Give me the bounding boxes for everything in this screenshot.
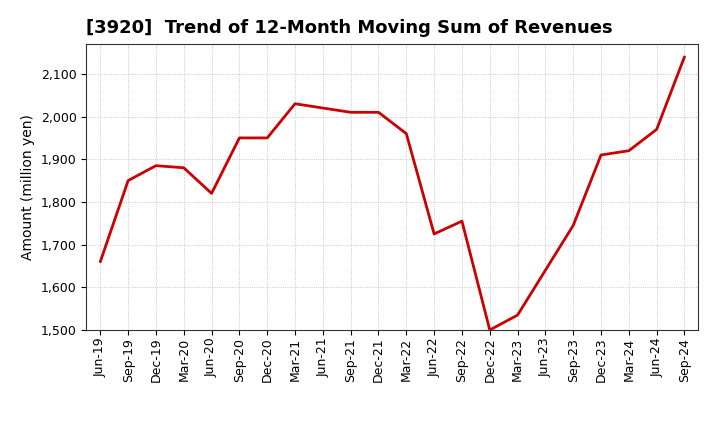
Y-axis label: Amount (million yen): Amount (million yen) [22,114,35,260]
Text: [3920]  Trend of 12-Month Moving Sum of Revenues: [3920] Trend of 12-Month Moving Sum of R… [86,19,613,37]
